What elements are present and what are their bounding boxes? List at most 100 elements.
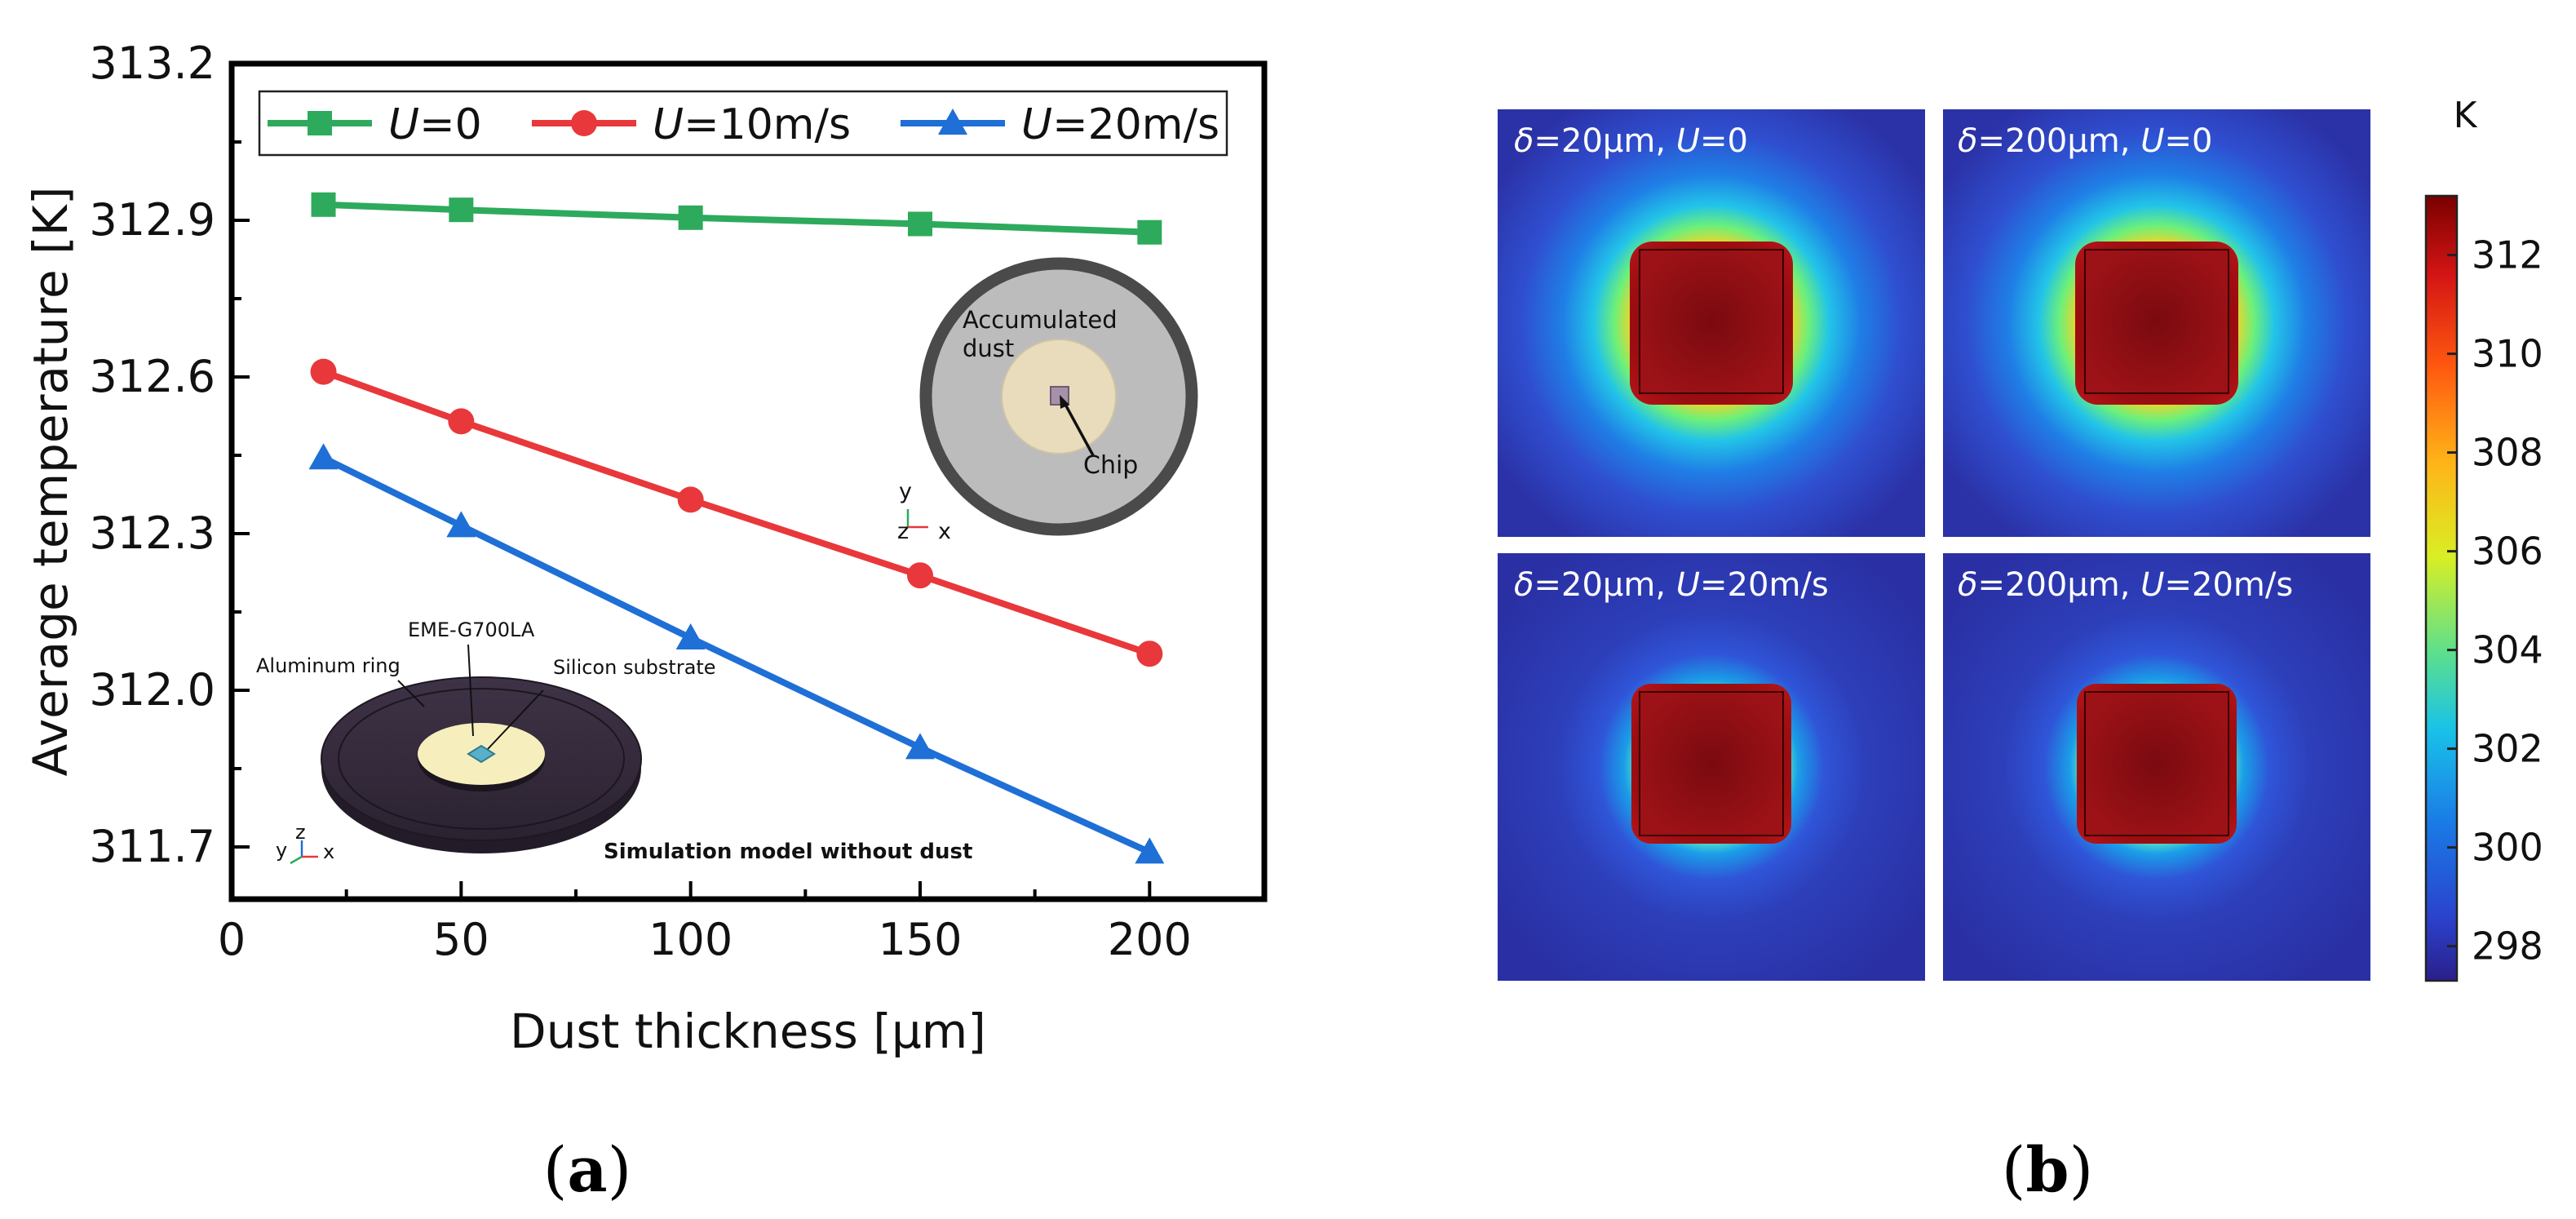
legend-rest: =0 bbox=[419, 100, 482, 149]
heatmap-label-4: δ=200μm, U=20m/s bbox=[1958, 566, 2293, 604]
heatmap-label-3: δ=20μm, U=20m/s bbox=[1514, 566, 1829, 604]
series-line bbox=[323, 201, 1150, 236]
plot-frame bbox=[228, 60, 1268, 902]
sim-triad-z-label: z bbox=[295, 821, 306, 844]
colorbar-ticks: 312 310 308 306 304 302 300 298 bbox=[2447, 233, 2543, 969]
series-2 bbox=[308, 443, 1165, 864]
x-axis-label: Dust thickness [μm] bbox=[510, 1004, 986, 1059]
label-velocity: =20m/s bbox=[1700, 566, 1829, 604]
heatmap-panel-1: δ=20μm, U=0 bbox=[1498, 109, 1925, 537]
y-tick-label: 312.0 bbox=[89, 664, 215, 716]
data-point-triangle bbox=[446, 511, 476, 538]
silicon-substrate bbox=[467, 744, 496, 764]
data-point-triangle bbox=[938, 109, 967, 135]
data-point-square bbox=[449, 197, 474, 223]
heatmap-grid: δ=20μm, U=0 δ=200μm, U=0 δ=20μm, U=20m/s… bbox=[1498, 95, 2543, 982]
legend-label: U=20m/s bbox=[1021, 100, 1219, 149]
data-point-triangle bbox=[905, 733, 935, 760]
data-point-square bbox=[908, 211, 932, 237]
y-tick-label: 313.2 bbox=[89, 38, 215, 89]
label-delta: δ bbox=[1514, 566, 1534, 604]
x-tick-label: 50 bbox=[433, 914, 489, 965]
colorbar-tick-label: 302 bbox=[2472, 727, 2543, 771]
label-thickness: =200μm, bbox=[1977, 122, 2140, 160]
caption-a-letter: a bbox=[567, 1133, 607, 1206]
label-delta: δ bbox=[1514, 122, 1534, 160]
x-tick-label: 200 bbox=[1108, 914, 1192, 965]
data-point-circle bbox=[907, 562, 933, 589]
label-delta: δ bbox=[1958, 566, 1977, 604]
data-point-circle bbox=[1136, 641, 1163, 667]
colorbar-tick-label: 310 bbox=[2472, 332, 2543, 376]
colorbar-tick-label: 298 bbox=[2472, 924, 2543, 969]
heatmap-panel-2: δ=200μm, U=0 bbox=[1943, 109, 2370, 537]
accumulated-dust-label-2: dust bbox=[963, 335, 1014, 362]
colorbar-tick-label: 306 bbox=[2472, 530, 2543, 574]
substrate-leader bbox=[487, 689, 544, 750]
chip-outline bbox=[2084, 249, 2229, 394]
legend-var: U bbox=[388, 100, 419, 149]
axis-ticks bbox=[230, 62, 1266, 899]
heatmap-panel-4: δ=200μm, U=20m/s bbox=[1943, 553, 2370, 981]
data-point-square bbox=[678, 205, 703, 230]
data-point-square bbox=[308, 111, 332, 135]
x-tick-label: 100 bbox=[648, 914, 733, 965]
sim-triad-x-label: x bbox=[323, 840, 334, 863]
data-point-circle bbox=[448, 408, 475, 435]
chip-outline bbox=[2084, 691, 2229, 836]
colorbar-tick-label: 308 bbox=[2472, 431, 2543, 475]
y-tick-label: 312.3 bbox=[89, 508, 215, 559]
data-point-triangle bbox=[308, 443, 339, 470]
y-tick-label: 311.7 bbox=[89, 821, 215, 872]
accumulated-dust-label: Accumulated bbox=[963, 306, 1118, 334]
legend-rest: =20m/s bbox=[1052, 100, 1219, 149]
y-tick-label: 312.6 bbox=[89, 351, 215, 402]
aluminum-ring-label: Aluminum ring bbox=[256, 654, 401, 677]
chip-arrowhead bbox=[1060, 395, 1069, 409]
legend-rest: =10m/s bbox=[684, 100, 851, 149]
sim-triad-y-label: y bbox=[276, 839, 287, 862]
tick-labels: 0 50 100 150 200 311.7 312.0 312.3 312.6 312.9 313… bbox=[89, 38, 1191, 965]
label-velocity-symbol: U bbox=[1676, 122, 1700, 160]
caption-a: (a) bbox=[543, 1133, 632, 1206]
label-velocity-symbol: U bbox=[2140, 566, 2164, 604]
triad-x-label: x bbox=[938, 519, 951, 544]
triad-z-label: z bbox=[897, 519, 909, 544]
x-tick-label: 0 bbox=[218, 914, 246, 965]
label-thickness: =20μm, bbox=[1534, 566, 1675, 604]
series-0 bbox=[311, 192, 1162, 245]
label-velocity-symbol: U bbox=[1676, 566, 1700, 604]
caption-b: (b) bbox=[2002, 1133, 2093, 1206]
data-point-square bbox=[1137, 219, 1162, 245]
legend-var: U bbox=[653, 100, 684, 149]
colorbar-tick-label: 300 bbox=[2472, 826, 2543, 870]
label-velocity-symbol: U bbox=[2140, 122, 2164, 160]
simulation-caption: Simulation model without dust bbox=[604, 840, 972, 864]
colorbar-tick-label: 312 bbox=[2472, 233, 2543, 277]
label-velocity: =0 bbox=[1700, 122, 1748, 160]
chip-label: Chip bbox=[1083, 451, 1138, 480]
label-thickness: =200μm, bbox=[1977, 566, 2140, 604]
data-point-circle bbox=[310, 358, 337, 385]
y-tick-label: 312.9 bbox=[89, 194, 215, 246]
colorbar: K 312 310 308 306 304 302 300 298 bbox=[2424, 95, 2543, 982]
heatmap-panel-3: δ=20μm, U=20m/s bbox=[1498, 553, 1925, 981]
ring-leader bbox=[397, 680, 425, 707]
series-group bbox=[308, 192, 1165, 864]
legend-box bbox=[258, 90, 1228, 157]
triad-y-label: y bbox=[899, 479, 912, 504]
x-tick-label: 150 bbox=[878, 914, 962, 965]
label-velocity: =20m/s bbox=[2164, 566, 2293, 604]
heatmap-label-2: δ=200μm, U=0 bbox=[1958, 122, 2212, 160]
data-point-triangle bbox=[1135, 837, 1165, 864]
emc-leader bbox=[467, 644, 474, 737]
chip-outline bbox=[1639, 249, 1784, 394]
legend-label: U=0 bbox=[388, 100, 482, 149]
line-chart: 0 50 100 150 200 311.7 312.0 312.3 312.6 312.9 313… bbox=[23, 38, 1268, 1059]
y-axis-label: Average temperature [K] bbox=[23, 187, 78, 777]
dust-model-inset: Accumulated dust Chip y z x bbox=[897, 257, 1198, 544]
legend-label: U=10m/s bbox=[653, 100, 851, 149]
ring-groove bbox=[338, 688, 625, 830]
colorbar-tick-label: 304 bbox=[2472, 628, 2543, 672]
